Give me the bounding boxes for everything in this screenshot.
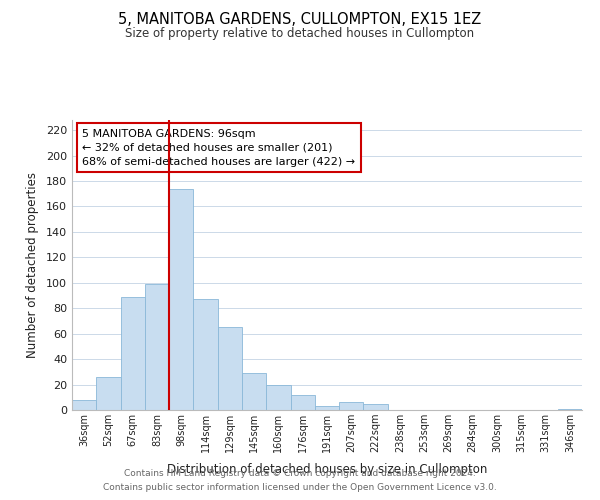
- Text: Contains public sector information licensed under the Open Government Licence v3: Contains public sector information licen…: [103, 484, 497, 492]
- X-axis label: Distribution of detached houses by size in Cullompton: Distribution of detached houses by size …: [167, 464, 487, 476]
- Text: Contains HM Land Registry data © Crown copyright and database right 2024.: Contains HM Land Registry data © Crown c…: [124, 468, 476, 477]
- Bar: [145, 284, 169, 410]
- Bar: [242, 373, 266, 410]
- Y-axis label: Number of detached properties: Number of detached properties: [26, 172, 39, 358]
- Bar: [121, 297, 145, 410]
- Bar: [558, 408, 582, 410]
- Bar: [364, 404, 388, 410]
- Bar: [266, 384, 290, 410]
- Bar: [193, 300, 218, 410]
- Bar: [339, 402, 364, 410]
- Text: Size of property relative to detached houses in Cullompton: Size of property relative to detached ho…: [125, 28, 475, 40]
- Bar: [315, 406, 339, 410]
- Bar: [169, 188, 193, 410]
- Text: 5, MANITOBA GARDENS, CULLOMPTON, EX15 1EZ: 5, MANITOBA GARDENS, CULLOMPTON, EX15 1E…: [118, 12, 482, 28]
- Text: 5 MANITOBA GARDENS: 96sqm
← 32% of detached houses are smaller (201)
68% of semi: 5 MANITOBA GARDENS: 96sqm ← 32% of detac…: [82, 128, 355, 166]
- Bar: [290, 394, 315, 410]
- Bar: [96, 377, 121, 410]
- Bar: [72, 400, 96, 410]
- Bar: [218, 328, 242, 410]
